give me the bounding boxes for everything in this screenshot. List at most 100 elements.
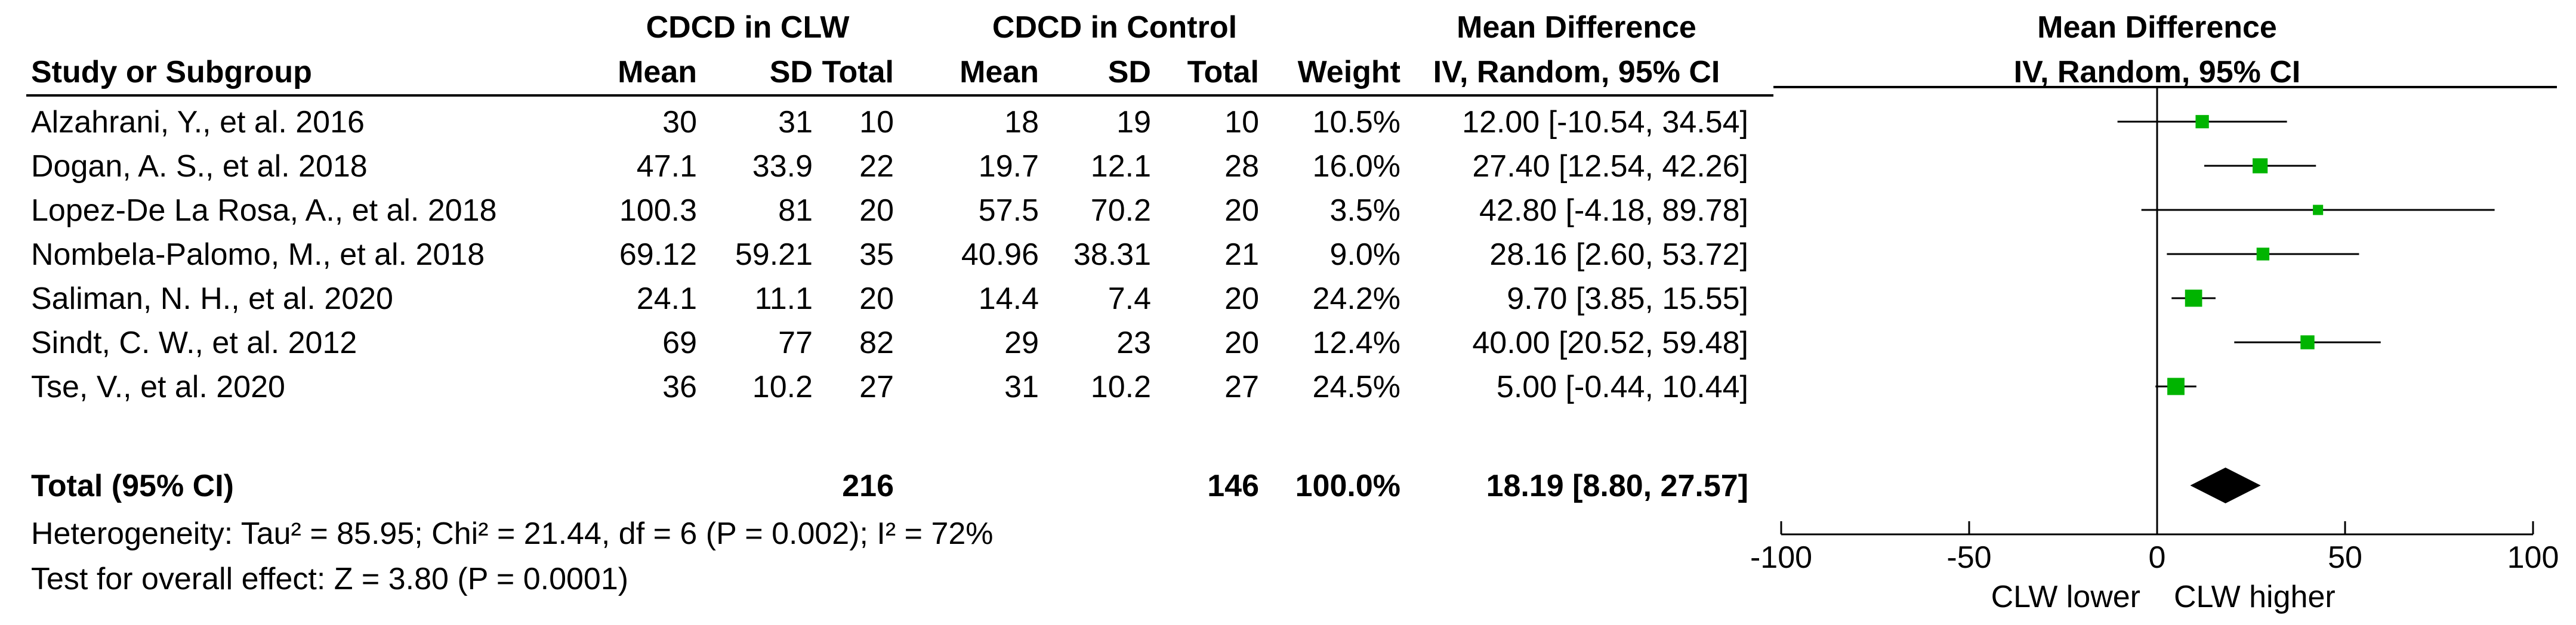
study-sd-clw: 10.2 — [752, 370, 813, 404]
study-name: Lopez-De La Rosa, A., et al. 2018 — [31, 193, 497, 228]
group-header-control: CDCD in Control — [992, 10, 1237, 45]
study-weight: 24.5% — [1313, 370, 1400, 404]
heterogeneity-text: Heterogeneity: Tau² = 85.95; Chi² = 21.4… — [31, 516, 994, 551]
effect-header: Mean Difference — [1457, 10, 1696, 45]
total-label: Total (95% CI) — [31, 469, 234, 503]
study-mean-clw: 30 — [662, 105, 697, 140]
study-name: Dogan, A. S., et al. 2018 — [31, 149, 368, 184]
study-total-control: 20 — [1224, 281, 1259, 316]
study-total-clw: 82 — [859, 326, 894, 360]
study-weight: 9.0% — [1329, 237, 1400, 272]
total-weight: 100.0% — [1295, 469, 1400, 503]
study-mean-control: 19.7 — [979, 149, 1039, 184]
study-effect-ci: 5.00 [-0.44, 10.44] — [1497, 370, 1748, 404]
study-sd-clw: 59.21 — [735, 237, 813, 272]
study-point-estimate — [2300, 335, 2315, 349]
study-sd-clw: 81 — [778, 193, 813, 228]
total-n-clw: 216 — [842, 469, 894, 503]
x-axis-tick-label: 50 — [2328, 540, 2362, 575]
study-point-estimate — [2185, 289, 2202, 307]
study-effect-ci: 40.00 [20.52, 59.48] — [1472, 326, 1748, 360]
study-name: Saliman, N. H., et al. 2020 — [31, 281, 393, 316]
study-weight: 16.0% — [1313, 149, 1400, 184]
study-total-control: 28 — [1224, 149, 1259, 184]
study-total-control: 27 — [1224, 370, 1259, 404]
study-point-estimate — [2195, 115, 2209, 129]
study-mean-control: 40.96 — [961, 237, 1039, 272]
column-header-mean-control: Mean — [960, 55, 1039, 89]
column-header-mean-clw: Mean — [618, 55, 697, 89]
study-sd-clw: 31 — [778, 105, 813, 140]
study-total-control: 20 — [1224, 193, 1259, 228]
total-n-control: 146 — [1207, 469, 1259, 503]
study-total-control: 21 — [1224, 237, 1259, 272]
study-name: Nombela-Palomo, M., et al. 2018 — [31, 237, 485, 272]
column-header-study: Study or Subgroup — [31, 55, 312, 89]
total-effect-ci: 18.19 [8.80, 27.57] — [1486, 469, 1748, 503]
column-header-total-clw: Total — [822, 55, 894, 89]
study-sd-control: 19 — [1116, 105, 1151, 140]
study-mean-clw: 69.12 — [619, 237, 697, 272]
study-total-clw: 10 — [859, 105, 894, 140]
study-point-estimate — [2253, 158, 2268, 174]
study-sd-clw: 33.9 — [752, 149, 813, 184]
study-sd-control: 12.1 — [1091, 149, 1151, 184]
group-header-experimental: CDCD in CLW — [646, 10, 850, 45]
study-effect-ci: 27.40 [12.54, 42.26] — [1472, 149, 1748, 184]
study-effect-ci: 12.00 [-10.54, 34.54] — [1462, 105, 1748, 140]
study-mean-control: 29 — [1004, 326, 1039, 360]
x-axis-tick-label: 0 — [2149, 540, 2166, 575]
study-mean-clw: 24.1 — [637, 281, 697, 316]
study-total-clw: 20 — [859, 193, 894, 228]
study-total-control: 10 — [1224, 105, 1259, 140]
study-total-clw: 20 — [859, 281, 894, 316]
column-header-plot-method: IV, Random, 95% CI — [2014, 55, 2301, 89]
study-total-control: 20 — [1224, 326, 1259, 360]
plot-header: Mean Difference — [2037, 10, 2277, 45]
study-sd-clw: 11.1 — [755, 281, 813, 316]
study-sd-clw: 77 — [778, 326, 813, 360]
forest-plot-area: -100 -50 0 50 100 CLW lower CLW higher — [1750, 86, 2559, 614]
study-mean-control: 31 — [1004, 370, 1039, 404]
study-sd-control: 38.31 — [1073, 237, 1151, 272]
study-point-estimate — [2167, 378, 2185, 395]
column-header-weight: Weight — [1298, 55, 1400, 89]
study-mean-clw: 69 — [662, 326, 697, 360]
study-sd-control: 10.2 — [1091, 370, 1151, 404]
study-weight: 3.5% — [1329, 193, 1400, 228]
study-sd-control: 23 — [1116, 326, 1151, 360]
study-name: Tse, V., et al. 2020 — [31, 370, 285, 404]
study-mean-control: 57.5 — [979, 193, 1039, 228]
study-weight: 10.5% — [1313, 105, 1400, 140]
study-total-clw: 22 — [859, 149, 894, 184]
study-weight: 24.2% — [1313, 281, 1400, 316]
study-mean-clw: 100.3 — [619, 193, 697, 228]
study-mean-clw: 36 — [662, 370, 697, 404]
study-effect-ci: 9.70 [3.85, 15.55] — [1507, 281, 1748, 316]
x-axis-tick-label: -50 — [1946, 540, 1991, 575]
column-header-sd-clw: SD — [770, 55, 813, 89]
column-header-effect-method: IV, Random, 95% CI — [1433, 55, 1720, 89]
favours-left-label: CLW lower — [1991, 580, 2140, 614]
study-name: Sindt, C. W., et al. 2012 — [31, 326, 357, 360]
study-point-estimate — [2313, 205, 2324, 215]
study-mean-control: 14.4 — [979, 281, 1039, 316]
x-axis-tick-label: 100 — [2507, 540, 2559, 575]
study-sd-control: 70.2 — [1091, 193, 1151, 228]
study-mean-clw: 47.1 — [637, 149, 697, 184]
pooled-diamond — [2190, 468, 2261, 503]
study-weight: 12.4% — [1313, 326, 1400, 360]
study-mean-control: 18 — [1004, 105, 1039, 140]
favours-right-label: CLW higher — [2174, 580, 2336, 614]
study-total-clw: 27 — [859, 370, 894, 404]
study-point-estimate — [2256, 247, 2270, 261]
study-sd-control: 7.4 — [1108, 281, 1151, 316]
study-effect-ci: 28.16 [2.60, 53.72] — [1489, 237, 1748, 272]
study-effect-ci: 42.80 [-4.18, 89.78] — [1479, 193, 1748, 228]
column-header-total-control: Total — [1187, 55, 1259, 89]
data-table: CDCD in CLW CDCD in Control Mean Differenc… — [26, 10, 2300, 596]
overall-effect-text: Test for overall effect: Z = 3.80 (P = 0… — [31, 562, 628, 596]
study-name: Alzahrani, Y., et al. 2016 — [31, 105, 365, 140]
x-axis-tick-label: -100 — [1750, 540, 1812, 575]
